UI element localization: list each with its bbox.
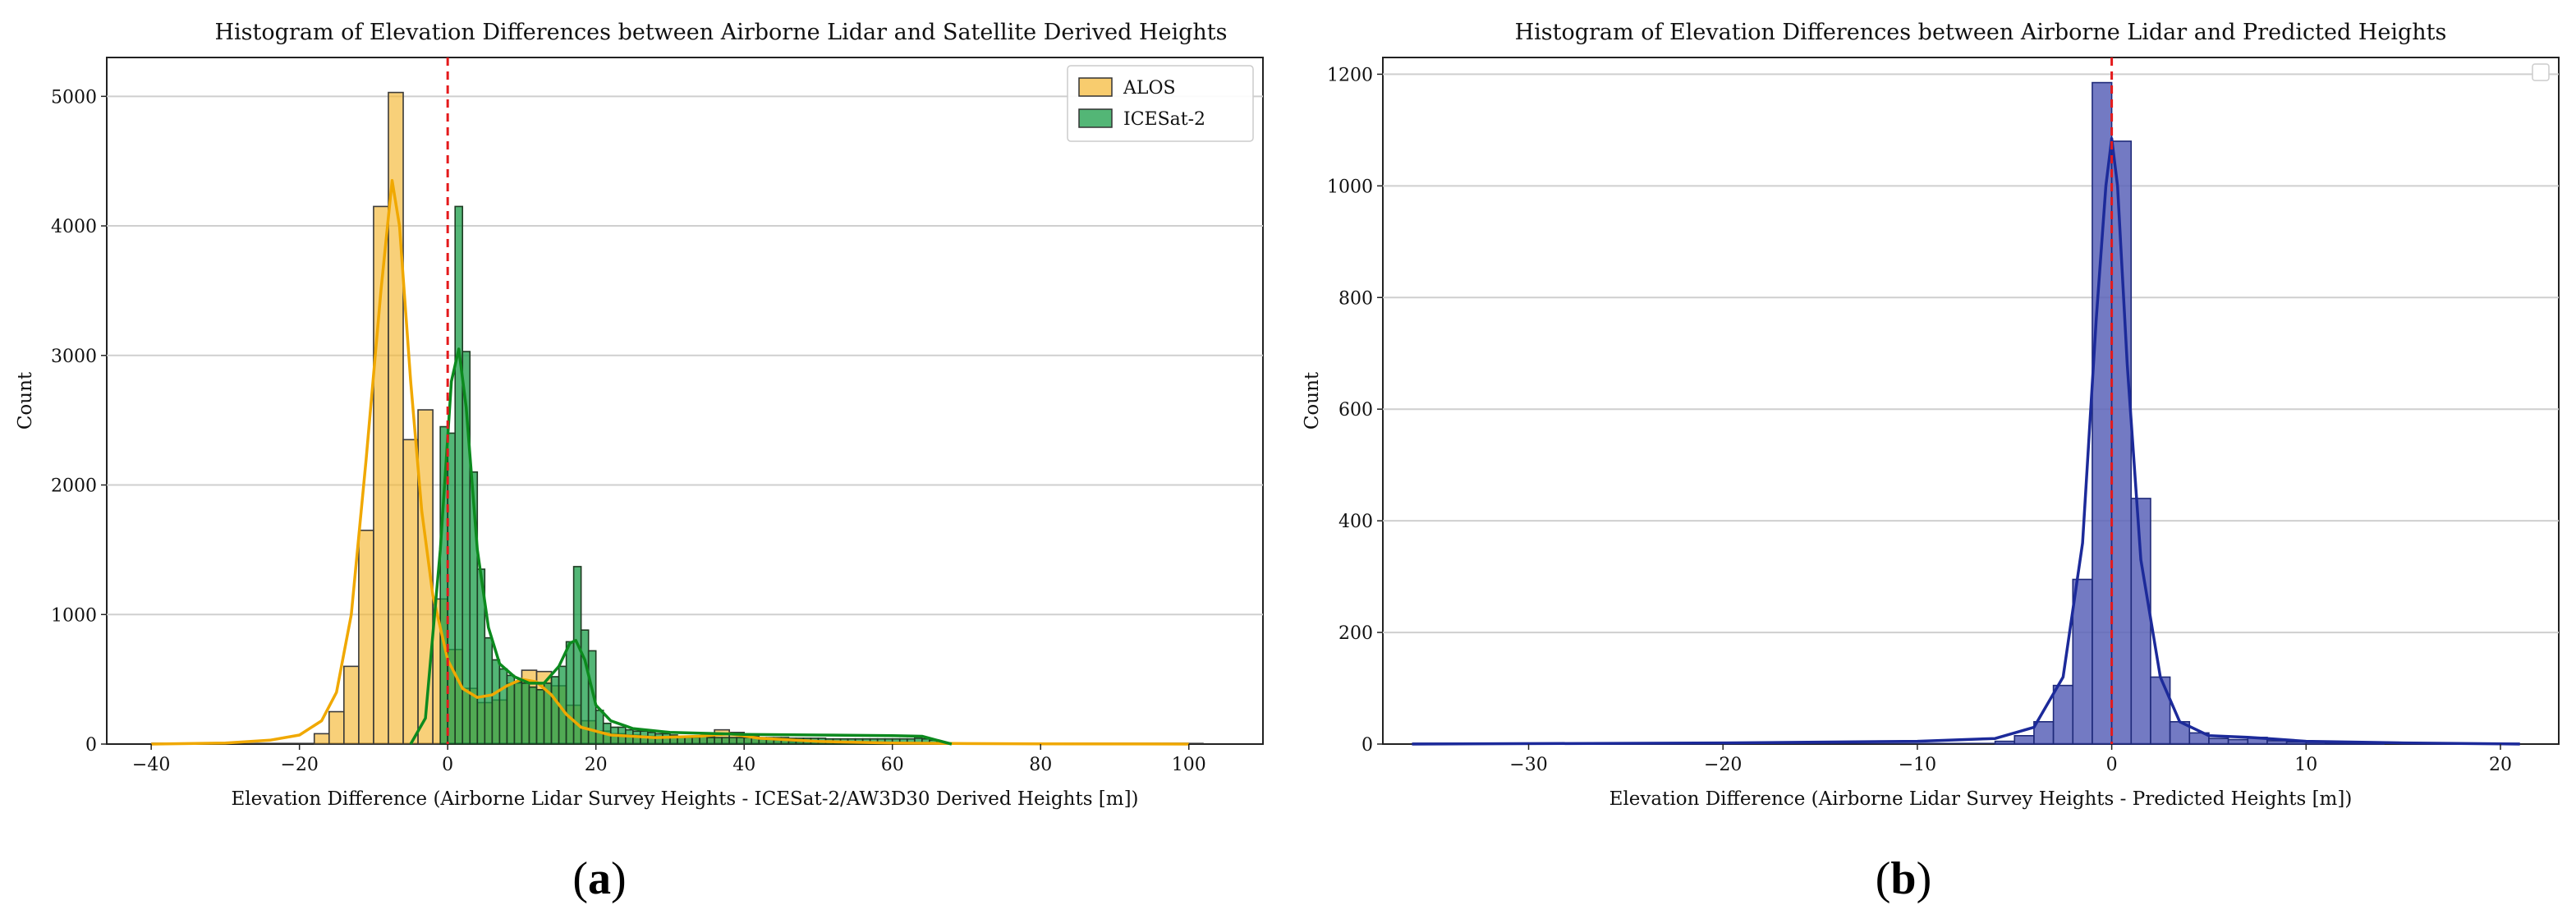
panel-b-ticks: 0 200 400 600 800 1000 1200 −30 −20 −10 0 10 20 xyxy=(1327,65,2512,775)
panel-b-title: Histogram of Elevation Differences betwe… xyxy=(1515,20,2447,45)
bar-icesat2 xyxy=(454,205,464,745)
bar-alos xyxy=(328,710,345,745)
panel-label-a-text: (a) xyxy=(572,853,626,904)
bar-predicted xyxy=(2266,740,2288,745)
y-tick-label: 1200 xyxy=(1327,65,1373,85)
x-tick-label: −40 xyxy=(132,755,170,775)
bar-alos xyxy=(358,529,374,745)
panel-label-b-text: (b) xyxy=(1876,853,1931,904)
bar-icesat2 xyxy=(587,650,597,745)
bar-alos xyxy=(343,665,360,745)
x-tick-label: 60 xyxy=(881,755,904,775)
kde-line-icesat2 xyxy=(409,347,953,746)
panel-a-ticks: 0 1000 2000 3000 4000 5000 −40 −20 0 20 40 60 80 100 xyxy=(51,87,1206,775)
x-tick-label: 80 xyxy=(1029,755,1052,775)
bar-alos xyxy=(313,733,330,745)
panel-label-a: (a) xyxy=(572,853,626,904)
bar-alos xyxy=(402,439,419,745)
x-tick-label: −10 xyxy=(1899,755,1936,775)
panel-a-x-axis-label: Elevation Difference (Airborne Lidar Sur… xyxy=(231,788,1138,810)
x-tick-label: 20 xyxy=(2489,755,2512,775)
panel-b-kde-curve xyxy=(1412,136,2520,746)
y-tick-label: 800 xyxy=(1339,288,1373,309)
panel-b-x-axis-label: Elevation Difference (Airborne Lidar Sur… xyxy=(1609,788,2353,810)
bar-icesat2 xyxy=(550,676,560,745)
bar-icesat2 xyxy=(491,659,501,745)
bar-icesat2 xyxy=(528,686,538,745)
panel-b: Histogram of Elevation Differences betwe… xyxy=(1302,20,2560,904)
x-tick-label: −20 xyxy=(1704,755,1742,775)
bar-alos xyxy=(388,91,404,745)
bar-icesat2 xyxy=(662,733,671,745)
legend-swatch-icesat2 xyxy=(1078,108,1113,128)
bar-icesat2 xyxy=(714,737,723,745)
panel-label-b: (b) xyxy=(1876,853,1931,904)
bar-predicted xyxy=(2150,676,2171,745)
legend-label-icesat2: ICESat-2 xyxy=(1123,109,1205,130)
bar-icesat2 xyxy=(595,710,604,745)
panel-a-legend: ALOS ICESat-2 xyxy=(1067,65,1254,142)
bar-icesat2 xyxy=(572,566,582,745)
kde-line-predicted xyxy=(1412,136,2520,746)
panel-a-title: Histogram of Elevation Differences betwe… xyxy=(214,20,1227,45)
panel-b-empty-legend xyxy=(2532,63,2550,81)
y-tick-label: 400 xyxy=(1339,512,1373,532)
x-tick-label: −20 xyxy=(280,755,318,775)
y-tick-label: 0 xyxy=(1361,735,1373,756)
panel-a-y-axis-label: Count xyxy=(15,371,36,430)
panel-b-plot-area xyxy=(1382,57,2560,745)
panel-a-gridlines xyxy=(107,95,1263,616)
panel-a-plot-area xyxy=(106,57,1264,745)
bar-predicted xyxy=(2014,735,2035,745)
bar-icesat2 xyxy=(721,737,730,745)
bar-icesat2 xyxy=(535,688,545,745)
bar-icesat2 xyxy=(706,737,715,745)
x-tick-label: 40 xyxy=(732,755,755,775)
panel-a: Histogram of Elevation Differences betwe… xyxy=(15,20,1264,904)
bar-icesat2 xyxy=(521,682,530,745)
y-tick-label: 1000 xyxy=(51,605,97,626)
y-tick-label: 200 xyxy=(1339,623,1373,644)
legend-swatch-alos xyxy=(1078,77,1113,97)
kde-line-alos xyxy=(151,179,1189,746)
y-tick-label: 1000 xyxy=(1327,177,1373,197)
bar-predicted xyxy=(2208,737,2229,745)
panel-b-bars xyxy=(1412,81,2520,745)
panel-a-kde-curves xyxy=(151,179,1189,746)
bar-icesat2 xyxy=(565,641,575,745)
x-tick-label: 0 xyxy=(2106,755,2118,775)
y-tick-label: 0 xyxy=(85,735,97,756)
x-tick-label: 0 xyxy=(442,755,453,775)
bar-icesat2 xyxy=(743,737,753,745)
x-tick-label: 10 xyxy=(2294,755,2317,775)
bar-icesat2 xyxy=(498,668,508,745)
y-tick-label: 3000 xyxy=(51,347,97,367)
y-tick-label: 2000 xyxy=(51,476,97,497)
bar-icesat2 xyxy=(484,636,494,745)
x-tick-label: −30 xyxy=(1509,755,1547,775)
bar-predicted xyxy=(2130,498,2151,745)
bar-predicted xyxy=(2052,684,2074,745)
bar-predicted xyxy=(2227,738,2249,745)
bar-icesat2 xyxy=(728,737,737,745)
x-tick-label: 20 xyxy=(585,755,608,775)
y-tick-label: 5000 xyxy=(51,87,97,108)
bar-icesat2 xyxy=(513,681,523,745)
y-tick-label: 4000 xyxy=(51,217,97,237)
bar-predicted xyxy=(2092,81,2113,745)
bar-icesat2 xyxy=(736,737,746,745)
legend-frame xyxy=(1067,65,1254,142)
bar-predicted xyxy=(2072,578,2093,745)
panel-b-y-axis-label: Count xyxy=(1302,371,1323,430)
x-tick-label: 100 xyxy=(1172,755,1206,775)
legend-label-alos: ALOS xyxy=(1123,78,1176,99)
y-tick-label: 600 xyxy=(1339,400,1373,420)
panel-b-gridlines xyxy=(1383,73,2559,634)
bar-predicted xyxy=(1994,740,2016,745)
